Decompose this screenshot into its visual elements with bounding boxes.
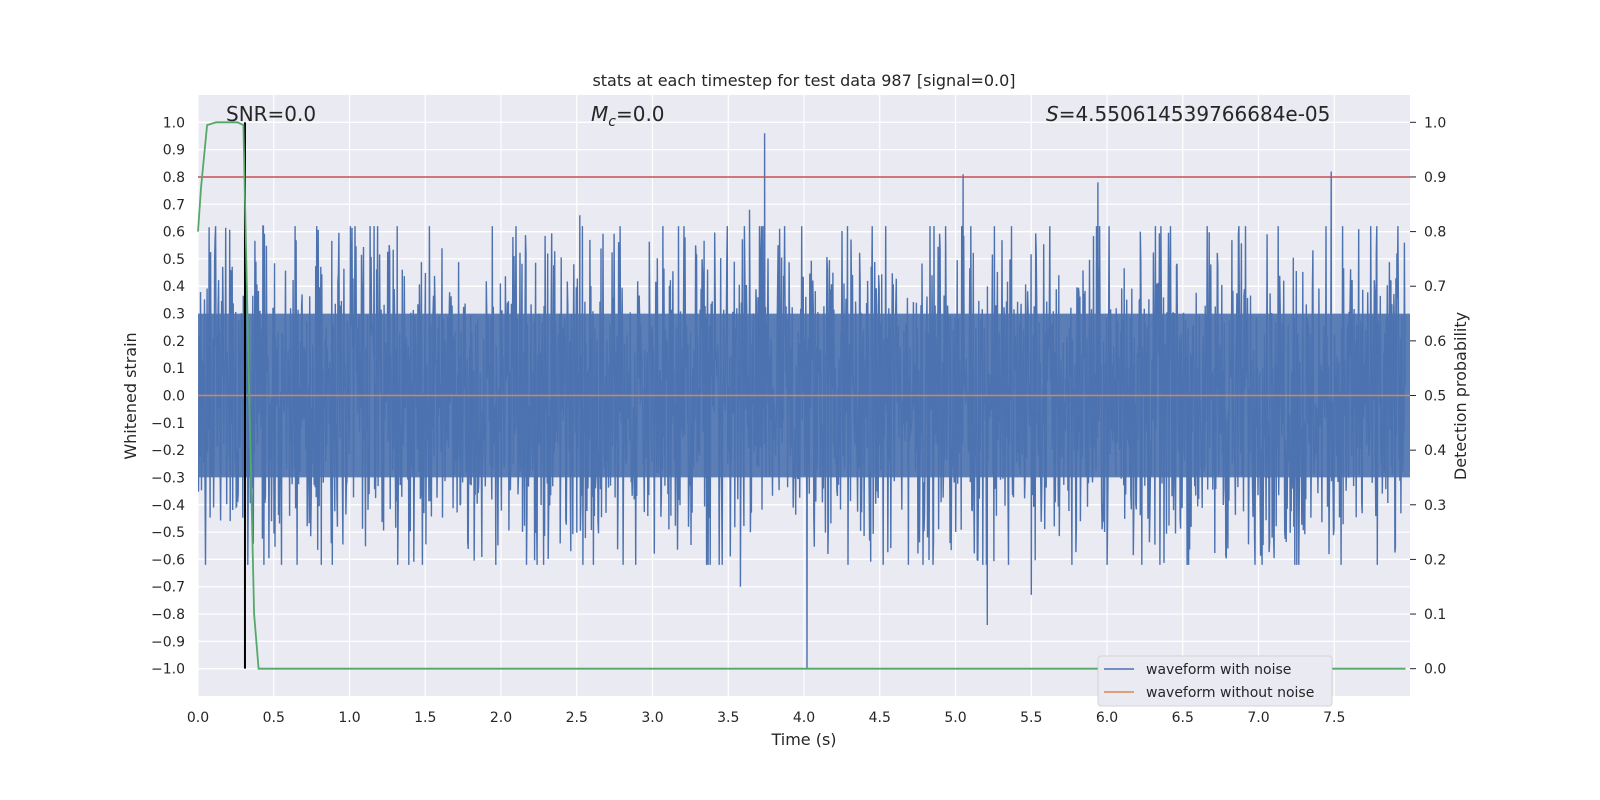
x-tick-label: 3.0 [641,710,663,726]
x-tick-label: 4.0 [793,710,815,726]
s-value: =4.550614539766684e-05 [1059,102,1331,126]
y2-tick-label: 0.7 [1424,279,1446,295]
ticks-layer: 0.0 0.5 1.0 1.5 2.0 2.5 3.0 3.5 4.0 4.5 5.0 5.5 6.0 6… [151,115,1446,726]
x-tick-label: 1.5 [414,710,436,726]
x-tick-label: 5.0 [944,710,966,726]
y2-tick-label: 0.9 [1424,170,1446,186]
x-tick-label: 1.0 [338,710,360,726]
mc-subscript: c [608,114,616,130]
y-tick-label: −0.9 [151,634,185,650]
y2-tick-label: 0.8 [1424,225,1446,241]
y-tick-label: −0.7 [151,580,185,596]
snr-annotation: SNR=0.0 [226,102,316,126]
legend-label-noise: waveform with noise [1146,662,1291,678]
mc-annotation: Mc=0.0 [591,102,665,130]
y2-tick-label: 0.1 [1424,607,1446,623]
y-tick-label: −0.4 [151,498,185,514]
s-symbol: S [1046,102,1059,126]
y-tick-label: 0.1 [163,361,185,377]
x-tick-label: 7.5 [1323,710,1345,726]
y-axis-label: Whitened strain [121,332,140,459]
y-tick-label: 0.8 [163,170,185,186]
mc-value: =0.0 [616,102,665,126]
x-tick-label: 4.5 [869,710,891,726]
y2-tick-label: 0.6 [1424,334,1446,350]
y2-axis-label: Detection probability [1451,312,1470,480]
detection-probability-line [197,121,1406,670]
y-tick-label: −0.6 [151,552,185,568]
legend-box [1097,655,1333,707]
y2-tick-label: 0.4 [1424,443,1446,459]
y2-tick-label: 0.0 [1424,662,1446,678]
y-tick-label: −0.5 [151,525,185,541]
y-tick-label: −0.2 [151,443,185,459]
y-tick-label: 0.3 [163,307,185,323]
y2-tick-label: 0.2 [1424,552,1446,568]
y-tick-label: 1.0 [163,115,185,131]
x-tick-label: 0.5 [263,710,285,726]
y-tick-label: −0.3 [151,470,185,486]
y-tick-label: 0.2 [163,334,185,350]
y-tick-label: 0.4 [163,279,185,295]
chart-title: stats at each timestep for test data 987… [592,71,1015,90]
x-tick-label: 6.0 [1096,710,1118,726]
x-tick-label: 5.5 [1020,710,1042,726]
y-tick-label: −0.8 [151,607,185,623]
y-tick-label: 0.5 [163,252,185,268]
x-tick-label: 0.0 [187,710,209,726]
x-tick-label: 2.5 [566,710,588,726]
y-tick-label: 0.9 [163,143,185,159]
y-tick-label: 0.0 [163,389,185,405]
x-tick-label: 6.5 [1172,710,1194,726]
legend: waveform with noise waveform without noi… [1097,655,1333,707]
series-layer [197,121,1410,670]
x-axis-label: Time (s) [770,730,836,749]
y2-tick-label: 0.5 [1424,389,1446,405]
s-annotation: S=4.550614539766684e-05 [1046,102,1330,126]
y-tick-label: −0.1 [151,416,185,432]
x-tick-label: 2.0 [490,710,512,726]
y2-tick-label: 1.0 [1424,115,1446,131]
y-tick-label: 0.6 [163,225,185,241]
x-tick-label: 3.5 [717,710,739,726]
x-tick-label: 7.0 [1247,710,1269,726]
legend-label-clean: waveform without noise [1146,685,1314,701]
y2-tick-label: 0.3 [1424,498,1446,514]
mc-symbol: M [591,102,608,126]
y-tick-label: 0.7 [163,197,185,213]
y-tick-label: −1.0 [151,662,185,678]
